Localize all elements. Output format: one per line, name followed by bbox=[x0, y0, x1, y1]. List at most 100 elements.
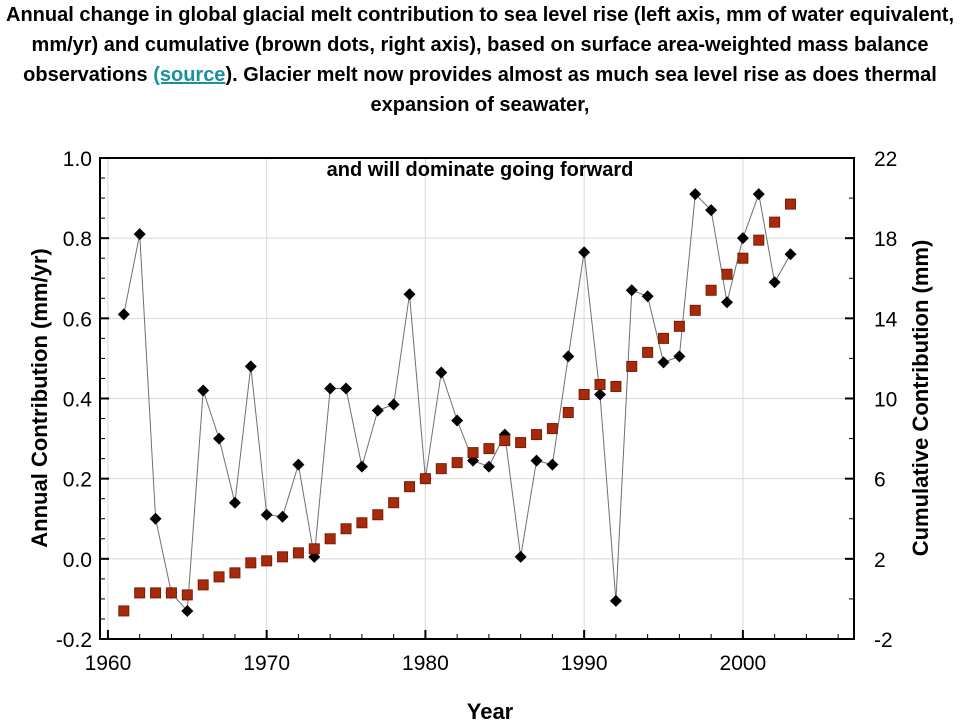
cumulative-square-marker bbox=[769, 216, 781, 228]
cumulative-square-marker bbox=[340, 523, 352, 535]
annual-diamond-marker bbox=[721, 296, 734, 309]
annual-diamond-marker bbox=[197, 384, 210, 397]
source-link[interactable]: (source bbox=[153, 64, 226, 86]
annual-diamond-marker bbox=[387, 398, 400, 411]
cumulative-square-marker bbox=[435, 463, 447, 475]
annual-diamond-marker bbox=[324, 382, 337, 395]
annual-diamond-marker bbox=[451, 414, 464, 427]
annual-diamond-marker bbox=[657, 356, 670, 369]
y-tick-label: 0.6 bbox=[63, 308, 92, 331]
annual-diamond-marker bbox=[213, 432, 226, 445]
cumulative-square-marker bbox=[292, 547, 304, 559]
annual-diamond-marker bbox=[340, 382, 353, 395]
cumulative-series-markers bbox=[118, 198, 797, 617]
cumulative-square-marker bbox=[594, 378, 606, 390]
cumulative-square-marker bbox=[134, 587, 146, 599]
annual-diamond-marker bbox=[228, 496, 241, 509]
cumulative-square-marker bbox=[261, 555, 273, 567]
annual-diamond-marker bbox=[371, 404, 384, 417]
cumulative-square-marker bbox=[181, 589, 193, 601]
annual-diamond-marker bbox=[562, 350, 575, 363]
cumulative-square-marker bbox=[404, 481, 416, 493]
cumulative-square-marker bbox=[626, 360, 638, 372]
y2-tick-label: 6 bbox=[874, 469, 886, 492]
plot-frame bbox=[99, 157, 855, 640]
x-tick-label: 1970 bbox=[243, 652, 290, 675]
y-tick-label: 0.2 bbox=[63, 469, 92, 492]
cumulative-square-marker bbox=[467, 447, 479, 459]
annual-diamond-marker bbox=[546, 458, 559, 471]
cumulative-square-marker bbox=[689, 304, 701, 316]
y2-tick-label: 22 bbox=[874, 148, 897, 171]
annual-series-line bbox=[123, 192, 791, 613]
cumulative-square-marker bbox=[705, 284, 717, 296]
annual-diamond-marker bbox=[689, 188, 702, 201]
caption-text-start: Annual change in global glacial melt con… bbox=[6, 4, 954, 86]
tick-labels: 1960 1970 1980 1990 2000 -0.2 0.0 0.2 0.4 0.6 0.8 1… bbox=[56, 148, 898, 675]
y2-tick-label: 2 bbox=[874, 549, 886, 572]
y2-tick-label: 14 bbox=[874, 308, 898, 331]
cumulative-square-marker bbox=[658, 332, 670, 344]
y-axis-title: Annual Contribution (mm/yr) bbox=[27, 248, 52, 547]
figure-caption: Annual change in global glacial melt con… bbox=[0, 0, 960, 120]
y2-tick-label: 18 bbox=[874, 228, 897, 251]
annual-diamond-marker bbox=[403, 288, 416, 301]
y-tick-label: 0.0 bbox=[63, 549, 92, 572]
cumulative-square-marker bbox=[753, 234, 765, 246]
annual-diamond-marker bbox=[625, 284, 638, 297]
x-tick-label: 2000 bbox=[720, 652, 767, 675]
cumulative-square-marker bbox=[277, 551, 289, 563]
annual-diamond-marker bbox=[181, 604, 194, 617]
annual-diamond-marker bbox=[705, 204, 718, 217]
grid-lines bbox=[100, 157, 854, 640]
cumulative-square-marker bbox=[721, 268, 733, 280]
cumulative-square-marker bbox=[372, 509, 384, 521]
cumulative-square-marker bbox=[229, 567, 241, 579]
cumulative-square-marker bbox=[673, 320, 685, 332]
cumulative-square-marker bbox=[324, 533, 336, 545]
y-tick-label: 1.0 bbox=[63, 148, 92, 171]
annual-diamond-marker bbox=[784, 248, 797, 261]
cumulative-square-marker bbox=[483, 443, 495, 455]
cumulative-square-marker bbox=[165, 587, 177, 599]
annual-diamond-marker bbox=[149, 512, 162, 525]
cumulative-square-marker bbox=[308, 543, 320, 555]
y-tick-label: 0.8 bbox=[63, 228, 92, 251]
cumulative-square-marker bbox=[546, 423, 558, 435]
annual-diamond-marker bbox=[260, 508, 273, 521]
cumulative-square-marker bbox=[388, 497, 400, 509]
cumulative-square-marker bbox=[213, 571, 225, 583]
caption-continuation: and will dominate going forward bbox=[327, 159, 634, 181]
annual-diamond-marker bbox=[435, 366, 448, 379]
cumulative-square-marker bbox=[610, 380, 622, 392]
annual-diamond-marker bbox=[276, 510, 289, 523]
annual-diamond-marker bbox=[117, 308, 130, 321]
cumulative-square-marker bbox=[785, 198, 797, 210]
y-tick-label: 0.4 bbox=[63, 389, 93, 412]
y2-axis-title: Cumulative Contribution (mm) bbox=[908, 240, 933, 557]
y-tick-label: -0.2 bbox=[56, 629, 92, 652]
cumulative-square-marker bbox=[562, 407, 574, 419]
cumulative-square-marker bbox=[578, 388, 590, 400]
cumulative-square-marker bbox=[515, 437, 527, 449]
annual-diamond-marker bbox=[578, 246, 591, 259]
annual-diamond-marker bbox=[244, 360, 257, 373]
annual-diamond-marker bbox=[514, 550, 527, 563]
annual-diamond-marker bbox=[641, 290, 654, 303]
cumulative-square-marker bbox=[419, 473, 431, 485]
annual-diamond-marker bbox=[752, 188, 765, 201]
cumulative-square-marker bbox=[150, 587, 162, 599]
annual-diamond-marker bbox=[736, 232, 749, 245]
cumulative-square-marker bbox=[642, 346, 654, 358]
y2-tick-label: -2 bbox=[874, 629, 893, 652]
y2-tick-label: 10 bbox=[874, 389, 897, 412]
annual-diamond-marker bbox=[355, 460, 368, 473]
annual-series-markers bbox=[117, 188, 797, 617]
annual-diamond-marker bbox=[594, 388, 607, 401]
annual-diamond-marker bbox=[482, 460, 495, 473]
annual-diamond-marker bbox=[292, 458, 305, 471]
cumulative-square-marker bbox=[531, 429, 543, 441]
annual-diamond-marker bbox=[768, 276, 781, 289]
x-axis-title: Year bbox=[467, 699, 514, 720]
